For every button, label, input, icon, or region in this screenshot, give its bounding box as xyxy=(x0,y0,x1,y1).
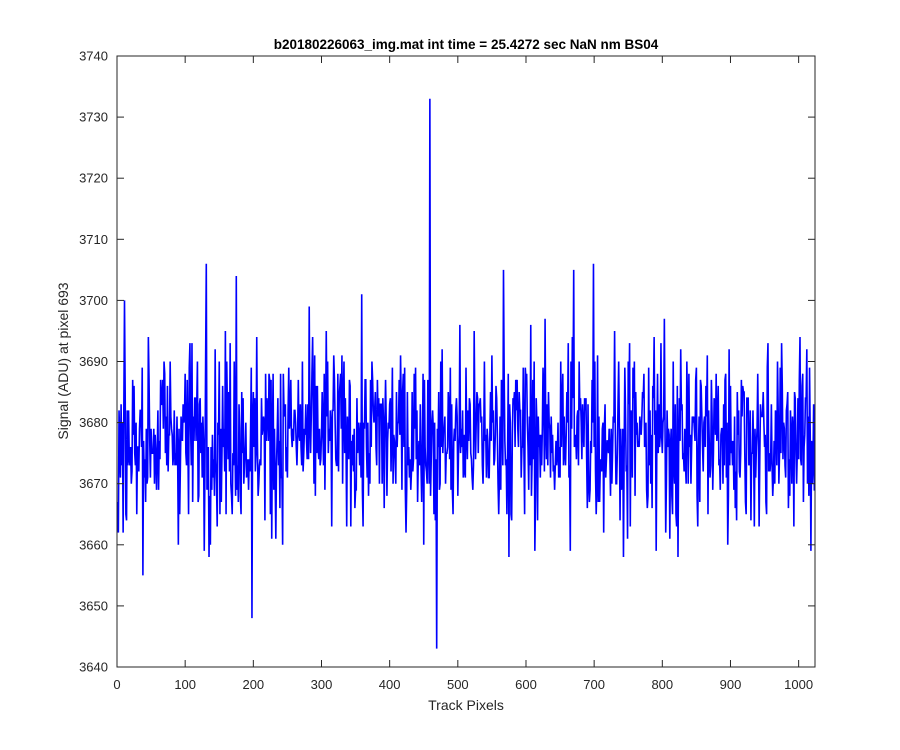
x-tick-label: 300 xyxy=(311,677,333,692)
x-tick-label: 500 xyxy=(447,677,469,692)
signal-line xyxy=(116,98,816,649)
x-tick-label: 900 xyxy=(720,677,742,692)
x-tick-label: 700 xyxy=(583,677,605,692)
x-tick-label: 200 xyxy=(242,677,264,692)
x-tick-label: 600 xyxy=(515,677,537,692)
x-axis-ticks: 0 100 200 300 400 500 600 700 800 900 1000 xyxy=(113,56,813,692)
x-tick-label: 0 xyxy=(113,677,120,692)
y-tick-label: 3660 xyxy=(79,537,108,552)
y-tick-label: 3670 xyxy=(79,476,108,491)
y-axis-ticks: 3640 3650 3660 3670 3680 3690 3700 3710 3720 3730… xyxy=(79,49,815,675)
y-tick-label: 3700 xyxy=(79,293,108,308)
y-tick-label: 3680 xyxy=(79,415,108,430)
chart-title: b20180226063_img.mat int time = 25.4272 … xyxy=(274,37,659,52)
y-tick-label: 3690 xyxy=(79,354,108,369)
x-tick-label: 800 xyxy=(651,677,673,692)
x-axis-title: Track Pixels xyxy=(428,697,504,713)
plot-area xyxy=(117,56,815,667)
x-tick-label: 100 xyxy=(174,677,196,692)
y-tick-label: 3710 xyxy=(79,232,108,247)
y-tick-label: 3730 xyxy=(79,110,108,125)
y-tick-label: 3640 xyxy=(79,660,108,675)
series-layer xyxy=(116,98,816,649)
y-tick-label: 3720 xyxy=(79,171,108,186)
y-axis-title: Signal (ADU) at pixel 693 xyxy=(55,282,71,439)
y-tick-label: 3650 xyxy=(79,598,108,613)
x-tick-label: 400 xyxy=(379,677,401,692)
y-tick-label: 3740 xyxy=(79,49,108,64)
x-tick-label: 1000 xyxy=(784,677,813,692)
